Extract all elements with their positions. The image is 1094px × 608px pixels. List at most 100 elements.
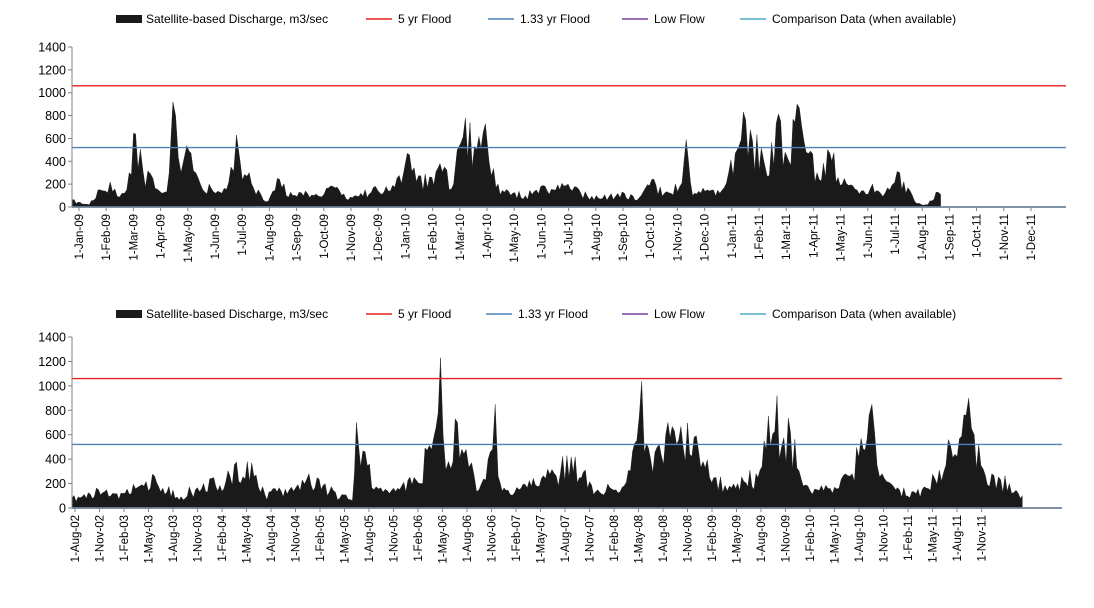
legend-label-low-flow: Low Flow	[654, 307, 705, 321]
x-tick-label: 1-Oct-10	[645, 214, 657, 259]
x-tick-label: 1-Feb-10	[805, 515, 817, 562]
x-tick-label: 1-Apr-11	[808, 214, 820, 258]
x-tick-label: 1-Jul-09	[237, 214, 249, 256]
x-tick-label: 1-Jan-09	[74, 214, 86, 259]
x-tick-label: 1-Aug-08	[658, 515, 670, 562]
x-tick-label: 1-Jun-11	[863, 214, 875, 259]
x-tick-label: 1-May-10	[830, 515, 842, 564]
x-tick-label: 1-Aug-10	[854, 515, 866, 562]
x-tick-label: 1-Nov-02	[95, 515, 107, 562]
y-tick-label: 1000	[38, 379, 66, 393]
x-tick-label: 1-Aug-04	[266, 514, 278, 562]
x-tick-label: 1-Nov-09	[346, 214, 358, 261]
legend-label-133yr-flood: 1.33 yr Flood	[520, 12, 590, 26]
x-tick-label: 1-Feb-11	[754, 214, 766, 260]
x-tick-label: 1-Sep-11	[944, 214, 956, 260]
x-tick-label: 1-Mar-09	[128, 214, 140, 261]
x-tick-label: 1-Jul-10	[564, 214, 576, 256]
x-tick-label: 1-Aug-06	[462, 515, 474, 562]
chart-top: 0 200 400 600 800 1000 1200 1400 1-Jan-09 1-Feb-0…	[38, 41, 1066, 263]
x-tick-label: 1-Apr-10	[482, 214, 494, 259]
x-tick-label: 1-May-04	[242, 514, 254, 563]
bottom-legend: Satellite-based Discharge, m3/sec 5 yr F…	[116, 307, 956, 321]
legend-label-low-flow: Low Flow	[654, 12, 705, 26]
legend-label-5yr-flood: 5 yr Flood	[398, 307, 451, 321]
x-tick-label: 1-Nov-04	[291, 514, 303, 562]
x-tick-label: 1-May-03	[144, 515, 156, 564]
x-tick-label: 1-Feb-08	[609, 515, 621, 562]
x-tick-label: 1-Aug-02	[70, 515, 82, 562]
y-tick-label: 800	[45, 404, 66, 418]
x-tick-label: 1-Jan-11	[727, 214, 739, 259]
x-tick-label: 1-Dec-10	[700, 214, 712, 261]
x-tick-label: 1-May-11	[928, 515, 940, 563]
legend-label-discharge: Satellite-based Discharge, m3/sec	[146, 307, 328, 321]
x-tick-label: 1-Jul-11	[890, 214, 902, 255]
x-tick-label: 1-May-07	[536, 515, 548, 564]
x-tick-label: 1-Aug-03	[168, 515, 180, 562]
x-tick-label: 1-May-11	[836, 214, 848, 262]
x-tick-label: 1-Nov-08	[683, 515, 695, 562]
y-tick-label: 1200	[38, 355, 66, 369]
x-tick-label: 1-Aug-10	[591, 214, 603, 261]
x-tick-label: 1-May-06	[438, 515, 450, 564]
legend-label-discharge: Satellite-based Discharge, m3/sec	[146, 12, 328, 26]
x-tick-label: 1-Aug-07	[560, 515, 572, 562]
x-tick-label: 1-Mar-10	[455, 214, 467, 261]
x-tick-label: 1-Apr-09	[156, 214, 168, 259]
legend-label-comparison: Comparison Data (when available)	[772, 307, 956, 321]
x-tick-label: 1-Nov-05	[389, 515, 401, 562]
x-tick-label: 1-Nov-03	[193, 515, 205, 562]
x-tick-label: 1-Jun-10	[536, 214, 548, 259]
x-tick-label: 1-Feb-09	[101, 214, 113, 261]
y-tick-label: 1400	[38, 41, 66, 55]
discharge-area	[71, 101, 941, 208]
x-tick-label: 1-Feb-05	[315, 515, 327, 562]
x-tick-label: 1-Dec-11	[1026, 214, 1038, 260]
chart-bottom: 0 200 400 600 800 1000 1200 1400 1-Aug-02 1-Nov-0…	[38, 331, 1062, 564]
legend-swatch-discharge	[116, 310, 142, 318]
x-tick-label: 1-May-08	[634, 515, 646, 564]
y-tick-label: 600	[45, 132, 66, 146]
x-tick-label: 1-Sep-10	[618, 214, 630, 261]
x-tick-label: 1-Oct-11	[972, 214, 984, 258]
x-tick-label: 1-Feb-11	[903, 515, 915, 561]
legend-swatch-discharge	[116, 15, 142, 23]
y-tick-label: 1400	[38, 331, 66, 345]
y-tick-label: 1200	[38, 63, 66, 77]
y-tick-label: 800	[45, 109, 66, 123]
x-tick-label: 1-Feb-07	[511, 515, 523, 562]
x-tick-label: 1-Oct-09	[319, 214, 331, 259]
x-tick-label: 1-Nov-09	[781, 515, 793, 562]
x-tick-label: 1-May-09	[183, 214, 195, 263]
x-tick-label: 1-May-09	[732, 515, 744, 564]
y-tick-label: 400	[45, 155, 66, 169]
top-legend: Satellite-based Discharge, m3/sec 5 yr F…	[116, 12, 956, 26]
x-tick-label: 1-May-05	[340, 515, 352, 564]
x-tick-label: 1-Aug-05	[364, 515, 376, 562]
y-tick-label: 0	[59, 201, 66, 215]
x-tick-label: 1-Feb-04	[217, 514, 229, 561]
x-tick-label: 1-Feb-09	[707, 515, 719, 562]
y-tick-label: 0	[59, 502, 66, 516]
x-tick-label: 1-Feb-10	[428, 214, 440, 261]
x-tick-label: 1-Nov-07	[585, 515, 597, 562]
x-tick-label: 1-Aug-11	[917, 214, 929, 260]
y-tick-label: 400	[45, 453, 66, 467]
discharge-area	[71, 357, 1023, 509]
legend-label-133yr-flood: 1.33 yr Flood	[518, 307, 588, 321]
y-tick-label: 200	[45, 178, 66, 192]
legend-label-comparison: Comparison Data (when available)	[772, 12, 956, 26]
x-tick-label: 1-May-10	[509, 214, 521, 263]
x-tick-label: 1-Aug-09	[756, 515, 768, 562]
x-tick-label: 1-Nov-10	[672, 214, 684, 261]
x-tick-label: 1-Nov-10	[879, 515, 891, 562]
x-tick-label: 1-Dec-09	[373, 214, 385, 261]
x-tick-label: 1-Feb-03	[119, 515, 131, 562]
x-tick-label: 1-Jan-10	[400, 214, 412, 259]
x-tick-label: 1-Nov-11	[977, 515, 989, 561]
y-tick-label: 1000	[38, 86, 66, 100]
x-tick-label: 1-Sep-09	[292, 214, 304, 261]
x-tick-label: 1-Aug-09	[264, 214, 276, 261]
